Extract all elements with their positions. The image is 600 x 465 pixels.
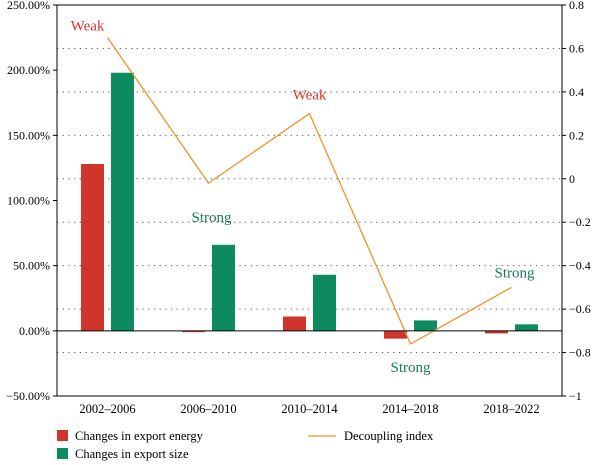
bar-export-energy <box>485 330 508 334</box>
left-tick-label: 250.00% <box>7 0 50 12</box>
right-tick-label: −0.2 <box>569 215 591 229</box>
decoupling-line <box>106 37 512 345</box>
right-tick-label: 0 <box>569 172 575 186</box>
right-tick-label: 0.6 <box>569 41 584 55</box>
legend-swatch-export-energy <box>57 430 68 441</box>
left-tick-label: −50.00% <box>6 389 50 403</box>
axes: −50.00% 0.00% 50.00% 100.00% 150.00% 200.00% 2… <box>6 0 591 416</box>
annotation-label: Weak <box>293 88 327 104</box>
right-tick-label: −0.4 <box>569 259 591 273</box>
left-tick-label: 100.00% <box>7 194 50 208</box>
right-tick-label: −0.6 <box>569 302 591 316</box>
legend-label-export-energy: Changes in export energy <box>75 429 204 443</box>
bars <box>81 72 538 339</box>
bar-export-energy <box>81 164 104 331</box>
annotation-label: Weak <box>71 19 105 35</box>
annotation-label: Strong <box>494 265 535 281</box>
legend: Changes in export energy Changes in expor… <box>57 429 434 461</box>
right-tick-label: 0.2 <box>569 128 584 142</box>
category-label: 2014–2018 <box>382 402 438 416</box>
left-tick-label: 50.00% <box>13 259 50 273</box>
bar-export-energy <box>384 330 407 339</box>
annotation-label: Strong <box>390 360 431 376</box>
category-label: 2018–2022 <box>483 402 539 416</box>
legend-label-export-size: Changes in export size <box>75 447 189 461</box>
right-tick-label: −0.8 <box>569 346 591 360</box>
right-tick-label: −1 <box>569 389 582 403</box>
bar-export-size <box>212 244 235 331</box>
annotations: Weak Strong Weak Strong Strong <box>71 19 535 376</box>
category-label: 2002–2006 <box>79 402 135 416</box>
legend-label-decoupling-index: Decoupling index <box>344 429 434 443</box>
left-tick-label: 200.00% <box>7 63 50 77</box>
bar-export-size <box>313 274 336 331</box>
bar-export-size <box>515 324 538 331</box>
category-label: 2010–2014 <box>281 402 338 416</box>
bar-export-size <box>111 72 134 331</box>
bar-export-energy <box>283 316 306 331</box>
left-tick-label: 150.00% <box>7 128 50 142</box>
bar-export-energy <box>182 330 205 333</box>
category-label: 2006–2010 <box>180 402 236 416</box>
right-tick-label: 0.8 <box>569 0 584 12</box>
right-tick-label: 0.4 <box>569 85 584 99</box>
decoupling-index-line <box>106 37 512 345</box>
legend-swatch-export-size <box>57 448 68 459</box>
annotation-label: Strong <box>191 210 232 226</box>
bar-export-size <box>414 320 437 331</box>
left-tick-label: 0.00% <box>19 324 50 338</box>
